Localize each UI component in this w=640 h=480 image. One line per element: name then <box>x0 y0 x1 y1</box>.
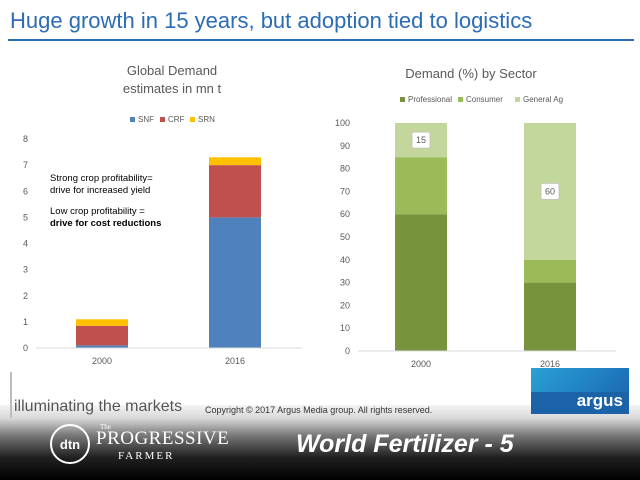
left-chart-bar-2016-snf <box>209 217 261 348</box>
left-chart-x-axis: 2000 2016 <box>92 356 245 366</box>
left-chart-bar-2000-crf <box>76 325 128 346</box>
left-chart-legend-swatch-crf <box>160 117 165 122</box>
left-chart-x-tick-2016: 2016 <box>225 356 245 366</box>
left-chart-y-tick-7: 7 <box>23 160 28 170</box>
right-chart-legend-swatch-general-ag <box>515 97 520 102</box>
left-chart-legend-label-srn: SRN <box>198 115 215 124</box>
tagline: illuminating the markets <box>14 398 183 415</box>
annotation-line-1: Strong crop profitability= <box>50 173 153 184</box>
left-chart-title: Global Demand <box>127 63 217 78</box>
left-chart-y-tick-1: 1 <box>23 317 28 327</box>
argus-logo: argus <box>531 368 629 414</box>
right-chart-y-tick-80: 80 <box>340 164 350 174</box>
tagline-divider <box>10 372 12 418</box>
annotation-line-2: drive for increased yield <box>50 185 150 196</box>
right-chart-y-tick-70: 70 <box>340 186 350 196</box>
left-chart-bar-2000-snf <box>76 345 128 348</box>
right-chart-legend: Professional Consumer General Ag <box>400 95 563 104</box>
right-chart-y-tick-40: 40 <box>340 255 350 265</box>
left-chart-y-tick-8: 8 <box>23 134 28 144</box>
right-chart-legend-label-professional: Professional <box>408 95 452 104</box>
right-chart-x-axis: 2000 2016 <box>411 359 560 369</box>
right-chart-y-tick-30: 30 <box>340 278 350 288</box>
left-chart-bar-2016-crf <box>209 165 261 218</box>
left-chart-bars <box>76 157 261 348</box>
annotation-line-3: Low crop profitability = <box>50 206 145 217</box>
right-chart-bar-2016-consumer <box>524 259 576 283</box>
left-chart-y-tick-5: 5 <box>23 212 28 222</box>
right-chart-data-label-box-2016 <box>540 182 560 200</box>
right-chart-bar-2016-professional <box>524 282 576 351</box>
left-chart-y-tick-0: 0 <box>23 343 28 353</box>
footer-band <box>0 405 640 480</box>
right-chart-y-axis: 0 10 20 30 40 50 60 70 80 90 100 <box>335 118 350 356</box>
annotation-line-4: drive for cost reductions <box>50 218 161 229</box>
right-chart-legend-label-general-ag: General Ag <box>523 95 563 104</box>
right-chart-data-label-box-2000 <box>411 131 431 149</box>
right-chart-data-label-2000: 15 <box>416 135 426 145</box>
dtn-logo: dtn <box>50 424 90 464</box>
slide-title: Huge growth in 15 years, but adoption ti… <box>10 8 533 33</box>
progressive-farmer-the: The <box>100 423 111 431</box>
progressive-farmer-logo: PROGRESSIVE <box>96 428 230 449</box>
argus-logo-stripe <box>531 392 629 414</box>
right-chart-y-tick-60: 60 <box>340 209 350 219</box>
copyright-text: Copyright © 2017 Argus Media group. All … <box>205 405 433 415</box>
right-chart-bar-2000-consumer <box>395 157 447 215</box>
left-chart-bar-2016-srn <box>209 157 261 166</box>
left-chart-legend-label-snf: SNF <box>138 115 154 124</box>
progressive-farmer-farmer: FARMER <box>118 450 175 462</box>
right-chart-data-label-2016: 60 <box>545 186 555 196</box>
right-chart-y-tick-50: 50 <box>340 232 350 242</box>
right-chart-y-tick-100: 100 <box>335 118 350 128</box>
left-chart-y-tick-2: 2 <box>23 291 28 301</box>
left-chart-y-axis: 0 1 2 3 4 5 6 7 8 <box>23 134 28 353</box>
left-chart-y-tick-3: 3 <box>23 265 28 275</box>
left-chart-subtitle: estimates in mn t <box>123 81 222 96</box>
right-chart-y-tick-20: 20 <box>340 300 350 310</box>
right-chart-x-tick-2000: 2000 <box>411 359 431 369</box>
left-chart-legend-label-crf: CRF <box>168 115 185 124</box>
title-divider <box>8 39 634 41</box>
right-chart-x-tick-2016: 2016 <box>540 359 560 369</box>
right-chart-bar-2000-professional <box>395 214 447 351</box>
argus-logo-text: argus <box>576 391 623 410</box>
charts-area: Global Demand estimates in mn t SNF CRF SR… <box>23 63 616 369</box>
right-chart-legend-swatch-professional <box>400 97 405 102</box>
left-chart-x-tick-2000: 2000 <box>92 356 112 366</box>
footer-slide-label: World Fertilizer - 5 <box>296 430 514 458</box>
right-chart-title: Demand (%) by Sector <box>405 66 537 81</box>
left-chart-legend-swatch-snf <box>130 117 135 122</box>
right-chart-y-tick-0: 0 <box>345 346 350 356</box>
left-chart-y-tick-4: 4 <box>23 239 28 249</box>
left-chart-bar-2000-srn <box>76 319 128 326</box>
right-chart-legend-label-consumer: Consumer <box>466 95 503 104</box>
left-chart-y-tick-6: 6 <box>23 186 28 196</box>
right-chart-legend-swatch-consumer <box>458 97 463 102</box>
right-chart-y-tick-90: 90 <box>340 141 350 151</box>
right-chart-y-tick-10: 10 <box>340 323 350 333</box>
left-chart-legend: SNF CRF SRN <box>130 115 215 124</box>
left-chart-legend-swatch-srn <box>190 117 195 122</box>
